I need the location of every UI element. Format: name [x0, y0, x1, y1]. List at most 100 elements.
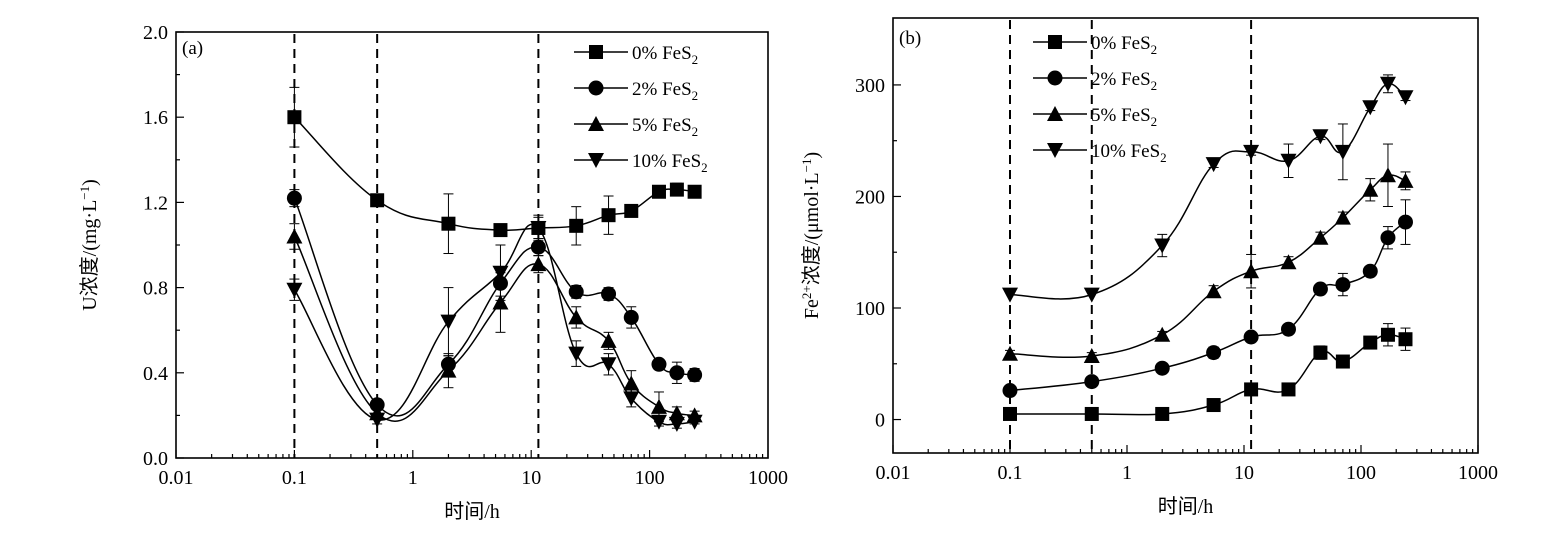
legend-marker — [1048, 35, 1062, 49]
data-point — [1280, 153, 1297, 169]
data-point — [286, 282, 303, 298]
data-point — [440, 362, 457, 378]
x-tick-label: 0.1 — [998, 462, 1023, 484]
x-tick-label: 100 — [635, 467, 665, 489]
x-tick-label: 1000 — [1458, 462, 1498, 484]
data-point — [1312, 229, 1329, 245]
data-point — [1363, 335, 1378, 350]
y-tick-label: 0 — [875, 410, 885, 432]
x-tick-label: 1 — [1122, 462, 1132, 484]
data-point — [650, 398, 667, 414]
chart-panel-a: 0.01 0.1 1 10 100 1000 0.0 0.4 0.8 1.2 1.6 2.0 时间/h U… — [77, 22, 788, 523]
x-tick-label: 100 — [1346, 462, 1376, 484]
data-point — [1083, 287, 1100, 303]
data-point — [493, 223, 508, 238]
legend-label: 2% FeS2​ — [632, 79, 698, 103]
data-point — [1003, 406, 1017, 421]
data-point — [623, 391, 640, 407]
x-tick-label: 0.01 — [876, 462, 911, 484]
data-point — [568, 309, 585, 325]
legend-label: 0% FeS2​ — [1091, 33, 1157, 57]
data-point — [530, 239, 546, 255]
data-point — [1205, 283, 1222, 299]
y-tick-label: 300 — [855, 75, 885, 97]
data-point — [1205, 157, 1222, 173]
data-point — [568, 346, 585, 362]
data-point — [1243, 263, 1260, 279]
data-point — [687, 184, 702, 199]
data-point — [1280, 254, 1297, 270]
data-point — [492, 265, 509, 281]
legend-item: 5% FeS2​ — [574, 115, 698, 139]
data-point — [287, 110, 302, 125]
data-point — [1312, 129, 1329, 145]
data-point — [623, 375, 640, 391]
legend-item: 0% FeS2​ — [574, 43, 698, 67]
data-point — [1397, 172, 1414, 188]
legend-marker — [1047, 70, 1063, 86]
legend-marker — [589, 45, 603, 59]
data-point — [1002, 383, 1018, 399]
data-point — [1313, 345, 1328, 360]
data-point — [1398, 332, 1413, 347]
data-point — [668, 416, 685, 432]
data-point — [530, 220, 547, 236]
data-point — [440, 314, 457, 330]
legend-marker — [588, 153, 604, 168]
data-point — [1206, 398, 1221, 413]
data-point — [1244, 382, 1259, 397]
y-axis-title: Fe2+浓度/(μmol·L−1) — [799, 152, 823, 319]
data-point — [1334, 144, 1351, 160]
x-tick-label: 0.01 — [159, 467, 194, 489]
x-tick-label: 10 — [1234, 462, 1254, 484]
y-tick-label: 1.6 — [143, 107, 168, 129]
series-4 — [286, 216, 703, 432]
data-point — [286, 228, 303, 244]
data-point — [568, 284, 584, 300]
legend-item: 10% FeS2​ — [1033, 141, 1167, 165]
data-point — [624, 203, 639, 218]
data-point — [1280, 321, 1296, 337]
data-point — [600, 357, 617, 373]
legend-marker — [1047, 106, 1063, 121]
data-point — [1281, 382, 1296, 397]
data-point — [1154, 238, 1171, 254]
legend-item: 2% FeS2​ — [574, 79, 698, 103]
data-point — [530, 256, 547, 272]
y-tick-label: 1.2 — [143, 192, 168, 214]
legend-label: 5% FeS2​ — [632, 115, 698, 139]
data-point — [1334, 209, 1351, 225]
series-2 — [1002, 199, 1413, 399]
series-1 — [1003, 323, 1413, 421]
series-line — [1009, 82, 1407, 300]
y-tick-label: 0.8 — [143, 278, 168, 300]
legend-item: 10% FeS2​ — [574, 151, 708, 175]
legend-marker — [588, 116, 604, 131]
data-point — [286, 190, 302, 206]
data-point — [1379, 167, 1396, 183]
data-point — [601, 286, 617, 302]
legend-label: 10% FeS2​ — [632, 151, 708, 175]
data-point — [1083, 347, 1100, 363]
y-tick-label: 0.4 — [143, 363, 168, 385]
data-point — [1154, 360, 1170, 376]
x-tick-label: 1 — [408, 467, 418, 489]
legend-label: 10% FeS2​ — [1091, 141, 1167, 165]
data-point — [569, 218, 584, 233]
x-tick-label: 0.1 — [282, 467, 307, 489]
data-point — [1154, 326, 1171, 342]
data-point — [668, 405, 685, 421]
x-axis-title: 时间/h — [1158, 495, 1214, 518]
legend-label: 2% FeS2​ — [1091, 69, 1157, 93]
data-point — [1379, 76, 1396, 92]
data-point — [651, 184, 666, 199]
data-point — [370, 193, 385, 208]
legend-marker — [1047, 143, 1063, 158]
data-point — [623, 309, 639, 325]
y-tick-label: 200 — [855, 186, 885, 208]
x-tick-label: 1000 — [748, 467, 788, 489]
legend-item: 2% FeS2​ — [1033, 69, 1157, 93]
data-point — [492, 294, 509, 310]
data-point — [1084, 406, 1099, 421]
